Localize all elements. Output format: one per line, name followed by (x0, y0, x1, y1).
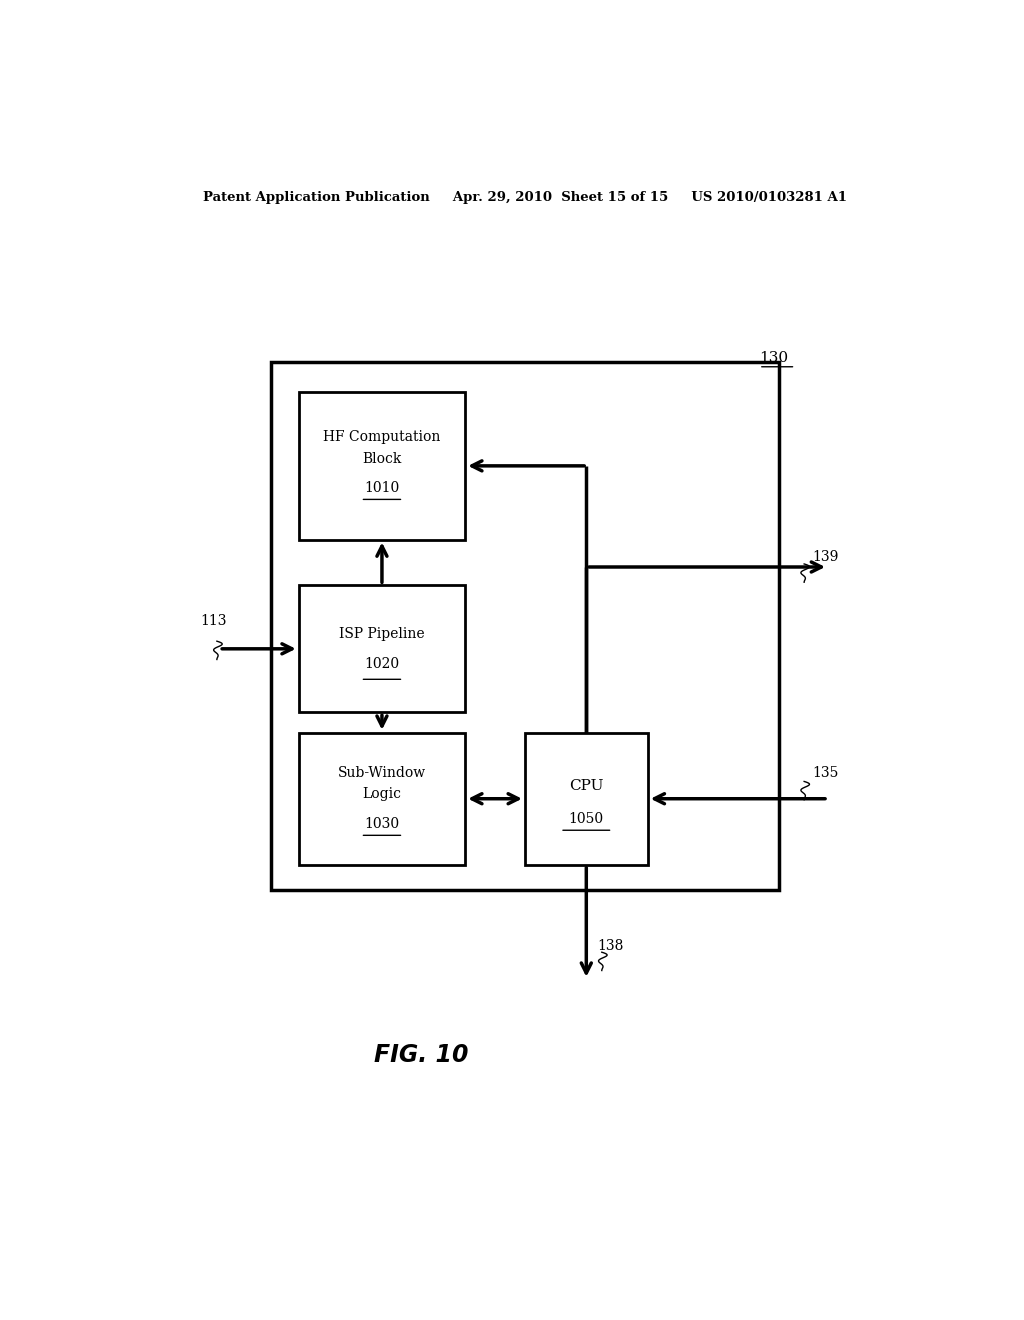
Text: Logic: Logic (362, 787, 401, 801)
Text: 135: 135 (812, 767, 839, 780)
Text: 139: 139 (812, 550, 839, 564)
Text: 113: 113 (201, 614, 227, 628)
FancyBboxPatch shape (299, 392, 465, 540)
Text: 130: 130 (759, 351, 788, 364)
Text: 1050: 1050 (568, 812, 604, 826)
Text: 1020: 1020 (365, 657, 399, 671)
FancyBboxPatch shape (299, 733, 465, 865)
Text: HF Computation: HF Computation (324, 430, 440, 445)
FancyBboxPatch shape (270, 362, 779, 890)
Text: 1010: 1010 (365, 482, 399, 495)
Text: Patent Application Publication     Apr. 29, 2010  Sheet 15 of 15     US 2010/010: Patent Application Publication Apr. 29, … (203, 190, 847, 203)
Text: 138: 138 (598, 939, 625, 953)
Text: 1030: 1030 (365, 817, 399, 832)
Text: Block: Block (362, 451, 401, 466)
FancyBboxPatch shape (524, 733, 648, 865)
Text: Sub-Window: Sub-Window (338, 767, 426, 780)
Text: FIG. 10: FIG. 10 (375, 1043, 469, 1067)
Text: ISP Pipeline: ISP Pipeline (339, 627, 425, 640)
FancyBboxPatch shape (299, 585, 465, 713)
Text: CPU: CPU (569, 779, 603, 792)
